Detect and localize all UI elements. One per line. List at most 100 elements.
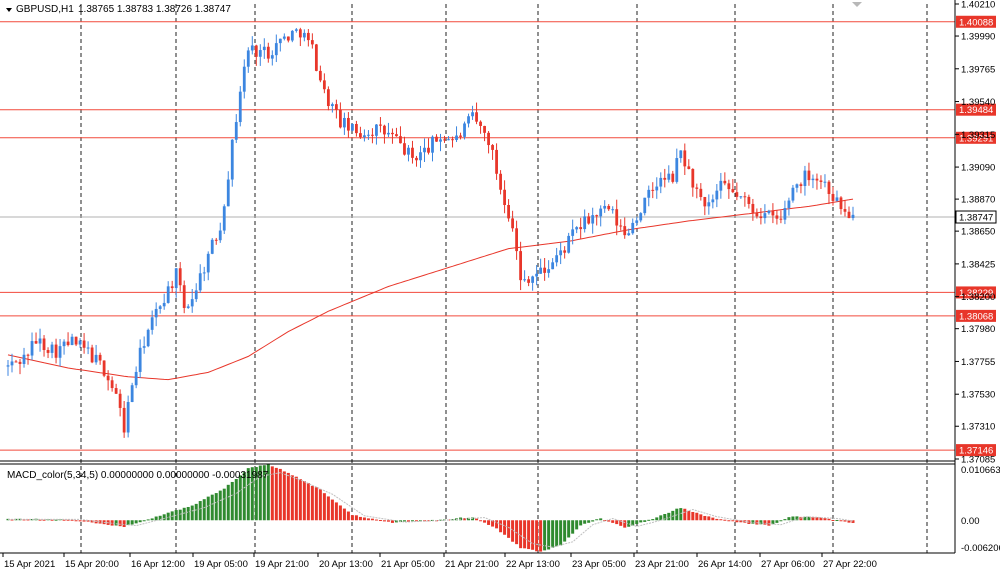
candle-body bbox=[639, 213, 643, 221]
price-tick-label: 1.39090 bbox=[961, 163, 995, 174]
macd-histogram-bar bbox=[154, 516, 158, 521]
candle-body bbox=[359, 133, 362, 138]
candle-body bbox=[14, 361, 18, 363]
macd-histogram-bar bbox=[707, 516, 711, 521]
macd-histogram-bar bbox=[531, 520, 535, 550]
candle-body bbox=[254, 45, 258, 57]
macd-histogram-bar bbox=[78, 520, 82, 522]
candle-body bbox=[298, 29, 302, 38]
macd-histogram-bar bbox=[262, 465, 266, 521]
macd-histogram-bar bbox=[114, 520, 118, 526]
macd-histogram-bar bbox=[595, 519, 599, 521]
macd-histogram-bar bbox=[807, 516, 811, 521]
candle-body bbox=[847, 211, 851, 219]
dropdown-triangle-icon[interactable] bbox=[6, 8, 12, 12]
macd-histogram-bar bbox=[354, 515, 358, 521]
macd-histogram-bar bbox=[539, 520, 543, 552]
candle-body bbox=[242, 66, 246, 92]
macd-histogram-bar bbox=[302, 481, 306, 521]
macd-histogram-bar bbox=[835, 519, 839, 521]
macd-histogram-bar bbox=[583, 520, 587, 524]
candle-body bbox=[451, 139, 454, 141]
macd-histogram-bar bbox=[671, 510, 675, 521]
candle-body bbox=[262, 46, 266, 51]
candle-body bbox=[735, 192, 739, 197]
macd-histogram-bar bbox=[551, 520, 555, 548]
candle-body bbox=[399, 136, 402, 144]
macd-histogram-bar bbox=[503, 520, 507, 535]
candle-body bbox=[142, 346, 146, 348]
candle-body bbox=[759, 216, 763, 219]
candle-body bbox=[118, 393, 122, 408]
macd-histogram-bar bbox=[298, 479, 302, 521]
candle-body bbox=[106, 375, 110, 381]
scroll-indicator-icon[interactable] bbox=[852, 2, 862, 7]
macd-histogram-bar bbox=[691, 511, 695, 521]
macd-histogram-bar bbox=[567, 520, 571, 538]
candle-body bbox=[318, 70, 322, 81]
candle-body bbox=[102, 360, 106, 376]
candle-body bbox=[202, 272, 206, 274]
macd-histogram-bar bbox=[523, 520, 527, 549]
macd-histogram-bar bbox=[639, 520, 643, 523]
candle-body bbox=[455, 135, 458, 141]
macd-histogram-bar bbox=[178, 509, 182, 521]
level-price-label: 1.38068 bbox=[959, 311, 993, 322]
macd-histogram-bar bbox=[591, 520, 595, 522]
candle-body bbox=[230, 139, 234, 180]
candle-body bbox=[114, 388, 118, 394]
macd-histogram-bar bbox=[727, 520, 731, 522]
candle-body bbox=[6, 365, 10, 367]
candle-body bbox=[819, 180, 823, 182]
macd-histogram-bar bbox=[619, 520, 623, 526]
candle-body bbox=[723, 180, 727, 184]
macd-histogram-bar bbox=[783, 519, 787, 521]
candle-body bbox=[799, 184, 803, 187]
candle-body bbox=[214, 239, 218, 241]
macd-histogram-bar bbox=[687, 510, 691, 521]
macd-histogram-bar bbox=[258, 465, 262, 521]
candle-body bbox=[286, 36, 290, 41]
macd-histogram-bar bbox=[579, 520, 583, 526]
macd-histogram-bar bbox=[346, 511, 350, 521]
macd-histogram-bar bbox=[62, 519, 66, 521]
macd-histogram-bar bbox=[282, 471, 286, 521]
macd-histogram-bar bbox=[314, 487, 318, 521]
macd-histogram-bar bbox=[715, 518, 719, 521]
time-tick-label: 22 Apr 13:00 bbox=[506, 559, 560, 570]
candle-body bbox=[198, 273, 202, 291]
price-tick-label: 1.39990 bbox=[961, 32, 995, 43]
candle-body bbox=[403, 143, 406, 155]
price-tick-label: 1.38650 bbox=[961, 227, 995, 238]
candle-body bbox=[463, 123, 466, 137]
candle-body bbox=[66, 341, 70, 346]
candle-body bbox=[439, 139, 442, 142]
macd-histogram-bar bbox=[86, 520, 90, 522]
candle-body bbox=[543, 267, 547, 273]
candle-body bbox=[34, 341, 38, 344]
time-tick-label: 15 Apr 2021 bbox=[4, 559, 55, 570]
candle-body bbox=[258, 50, 262, 57]
price-tick-label: 1.39315 bbox=[961, 130, 995, 141]
candle-body bbox=[791, 187, 795, 201]
macd-histogram-bar bbox=[290, 475, 294, 521]
candle-body bbox=[631, 222, 635, 234]
macd-histogram-bar bbox=[166, 512, 170, 521]
candle-body bbox=[334, 104, 338, 110]
macd-histogram-bar bbox=[559, 520, 563, 546]
macd-histogram-bar bbox=[274, 467, 278, 521]
candle-body bbox=[655, 186, 659, 191]
candle-body bbox=[471, 112, 474, 117]
macd-histogram-bar bbox=[366, 518, 370, 521]
macd-header: MACD_color(5,34,5) 0.00000000 0.00000000… bbox=[7, 470, 269, 481]
macd-histogram-bar bbox=[14, 518, 18, 521]
candle-body bbox=[763, 213, 767, 219]
candle-body bbox=[182, 285, 186, 308]
macd-histogram-bar bbox=[118, 520, 122, 527]
macd-histogram-bar bbox=[230, 481, 234, 521]
macd-histogram-bar bbox=[54, 519, 58, 521]
macd-histogram-bar bbox=[158, 515, 162, 521]
macd-histogram-bar bbox=[206, 496, 210, 521]
